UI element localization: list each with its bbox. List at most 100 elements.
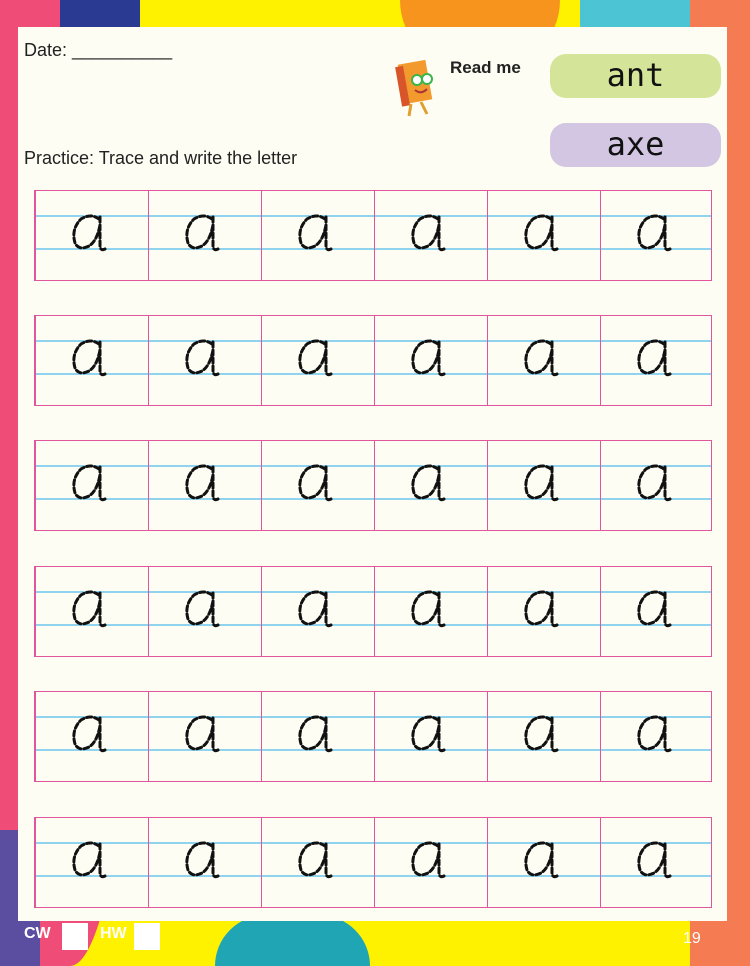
guide-line <box>35 215 711 217</box>
tracing-cell[interactable] <box>148 818 261 907</box>
dashed-letter-a <box>185 841 220 879</box>
guide-line <box>35 248 711 250</box>
tracing-cell[interactable] <box>374 316 487 405</box>
guide-line <box>35 875 711 877</box>
dashed-letter-a <box>637 464 672 502</box>
tracing-cell[interactable] <box>35 441 148 530</box>
tracing-cell[interactable] <box>374 191 487 280</box>
book-mascot-icon <box>393 52 449 127</box>
dashed-letter-a <box>524 841 559 879</box>
tracing-cell[interactable] <box>261 441 374 530</box>
tracing-cell[interactable] <box>261 316 374 405</box>
read-me-label: Read me <box>450 58 521 77</box>
tracing-row <box>34 315 712 406</box>
tracing-row <box>34 440 712 531</box>
hw-label: HW <box>100 925 127 942</box>
page-number: 19 <box>683 930 701 947</box>
tracing-row <box>34 566 712 657</box>
dashed-letter-a <box>185 214 220 252</box>
dashed-letter-a <box>72 841 107 879</box>
tracing-cell[interactable] <box>487 567 600 656</box>
tracing-cell[interactable] <box>35 191 148 280</box>
guide-line <box>35 624 711 626</box>
instruction-text: Practice: Trace and write the letter <box>24 148 298 168</box>
dashed-letter-a <box>411 464 446 502</box>
word-card-axe: axe <box>550 123 721 167</box>
tracing-cell[interactable] <box>374 692 487 781</box>
dashed-letter-a <box>298 715 333 753</box>
tracing-cell[interactable] <box>148 316 261 405</box>
tracing-cell[interactable] <box>148 191 261 280</box>
dashed-letter-a <box>637 715 672 753</box>
tracing-cell[interactable] <box>261 818 374 907</box>
tracing-cell[interactable] <box>261 692 374 781</box>
dashed-letter-a <box>298 590 333 628</box>
bg-teal-bottom <box>215 915 370 966</box>
dashed-letter-a <box>524 339 559 377</box>
guide-line <box>35 340 711 342</box>
tracing-cell[interactable] <box>487 441 600 530</box>
dashed-letter-a <box>298 464 333 502</box>
tracing-cell[interactable] <box>148 441 261 530</box>
dashed-letter-a <box>72 339 107 377</box>
dashed-letter-a <box>185 715 220 753</box>
cw-label: CW <box>24 925 51 942</box>
hw-checkbox[interactable] <box>134 923 160 950</box>
dashed-letter-a <box>637 339 672 377</box>
tracing-cell[interactable] <box>487 316 600 405</box>
tracing-cell[interactable] <box>148 567 261 656</box>
dashed-letter-a <box>185 464 220 502</box>
dashed-letter-a <box>72 715 107 753</box>
dashed-letter-a <box>411 715 446 753</box>
dashed-letter-a <box>411 841 446 879</box>
guide-line <box>35 591 711 593</box>
cw-checkbox[interactable] <box>62 923 88 950</box>
tracing-cell[interactable] <box>600 692 713 781</box>
tracing-cell[interactable] <box>487 818 600 907</box>
dashed-letter-a <box>298 339 333 377</box>
tracing-cell[interactable] <box>600 818 713 907</box>
dashed-letter-a <box>411 590 446 628</box>
dashed-letter-a <box>637 590 672 628</box>
word-card-ant: ant <box>550 54 721 98</box>
dashed-letter-a <box>185 339 220 377</box>
date-field[interactable]: Date: __________ <box>24 40 173 60</box>
tracing-row <box>34 817 712 908</box>
tracing-cell[interactable] <box>600 441 713 530</box>
tracing-cell[interactable] <box>374 567 487 656</box>
dashed-letter-a <box>411 214 446 252</box>
tracing-cell[interactable] <box>35 567 148 656</box>
dashed-letter-a <box>298 841 333 879</box>
guide-line <box>35 498 711 500</box>
dashed-letter-a <box>524 464 559 502</box>
dashed-letter-a <box>72 464 107 502</box>
tracing-cell[interactable] <box>600 316 713 405</box>
tracing-cell[interactable] <box>35 818 148 907</box>
dashed-letter-a <box>524 715 559 753</box>
dashed-letter-a <box>524 590 559 628</box>
guide-line <box>35 373 711 375</box>
tracing-cell[interactable] <box>487 191 600 280</box>
tracing-cell[interactable] <box>148 692 261 781</box>
tracing-cell[interactable] <box>600 191 713 280</box>
tracing-cell[interactable] <box>600 567 713 656</box>
tracing-cell[interactable] <box>374 441 487 530</box>
guide-line <box>35 842 711 844</box>
tracing-cell[interactable] <box>261 567 374 656</box>
dashed-letter-a <box>72 214 107 252</box>
dashed-letter-a <box>185 590 220 628</box>
dashed-letter-a <box>72 590 107 628</box>
dashed-letter-a <box>637 214 672 252</box>
tracing-cell[interactable] <box>487 692 600 781</box>
guide-line <box>35 716 711 718</box>
dashed-letter-a <box>637 841 672 879</box>
guide-line <box>35 465 711 467</box>
tracing-cell[interactable] <box>374 818 487 907</box>
guide-line <box>35 749 711 751</box>
dashed-letter-a <box>298 214 333 252</box>
tracing-cell[interactable] <box>35 692 148 781</box>
tracing-cell[interactable] <box>35 316 148 405</box>
tracing-row <box>34 190 712 281</box>
tracing-cell[interactable] <box>261 191 374 280</box>
tracing-row <box>34 691 712 782</box>
